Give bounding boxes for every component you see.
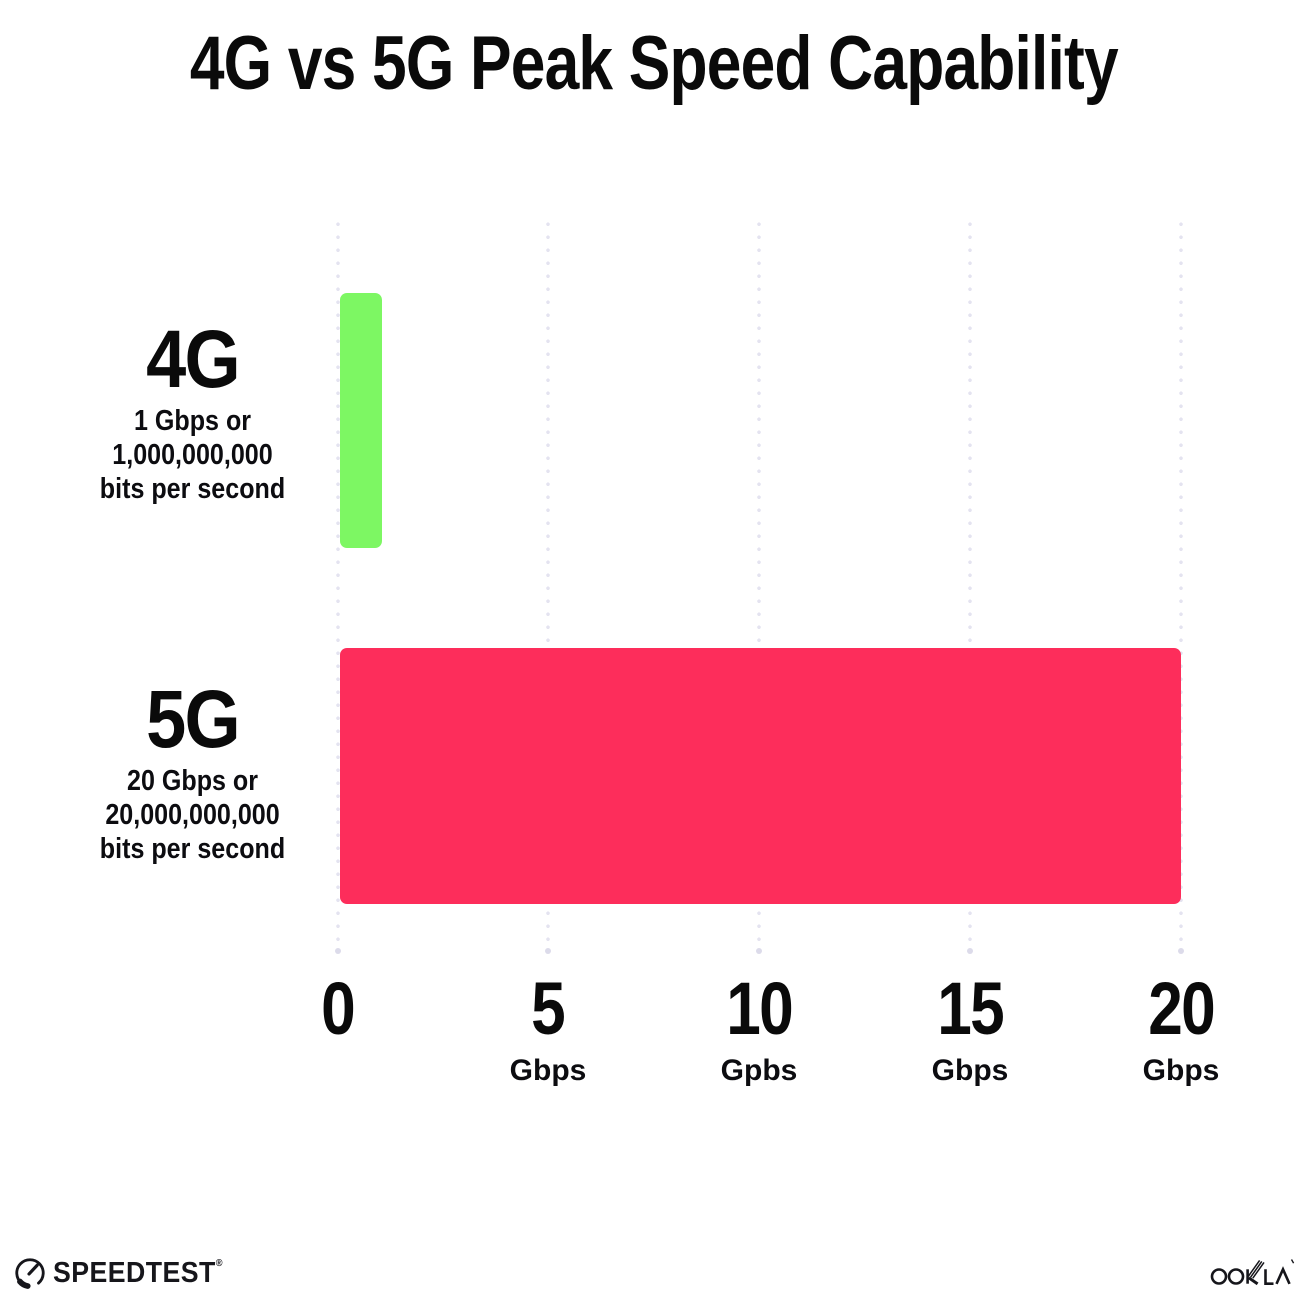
ookla-logo: OOKLA	[1210, 1256, 1296, 1293]
x-tick-5-number: 5	[531, 967, 567, 1050]
page-title: 4G vs 5G Peak Speed Capability	[0, 20, 1308, 107]
annotation-5g-line1: 20 Gbps or	[126, 765, 259, 797]
x-tick-0: 0	[178, 972, 498, 1055]
speedometer-gauge-icon	[15, 1258, 45, 1289]
ookla-wordmark-icon	[1210, 1259, 1295, 1286]
x-tick-15-unit: Gbps	[931, 1054, 1009, 1087]
annotation-4g-line2: 1,000,000,000	[112, 439, 273, 471]
x-tick-20-unit: Gbps	[1142, 1054, 1220, 1087]
category-label-4g: 4G	[146, 314, 241, 405]
bar-5g	[340, 648, 1181, 904]
x-tick-5: 5 Gbps	[388, 972, 708, 1087]
bar-4g	[340, 293, 383, 548]
row-label-4g: 4G 1 Gbps or 1,000,000,000 bits per seco…	[25, 316, 360, 506]
gridline-15	[967, 222, 973, 954]
x-tick-5-unit: Gbps	[509, 1054, 587, 1087]
x-tick-20-number: 20	[1148, 967, 1215, 1050]
x-tick-20: 20 Gbps	[1021, 972, 1308, 1087]
gridline-10	[756, 222, 762, 954]
x-tick-15: 15 Gbps	[810, 972, 1130, 1087]
speedtest-wordmark-text: SPEEDTEST	[53, 1256, 216, 1289]
annotation-4g-line1: 1 Gbps or	[133, 405, 252, 437]
annotation-5g-line2: 20,000,000,000	[105, 799, 280, 831]
category-label-5g: 5G	[146, 674, 241, 765]
gridline-0	[335, 222, 341, 954]
x-tick-0-number: 0	[321, 967, 357, 1050]
page-title-text: 4G vs 5G Peak Speed Capability	[190, 21, 1119, 106]
annotation-4g-line3: bits per second	[99, 473, 286, 505]
annotation-5g-line3: bits per second	[99, 833, 286, 865]
gridline-5	[545, 222, 551, 954]
registered-trademark-mark: ®	[215, 1257, 223, 1269]
speedtest-logo: SPEEDTEST®	[13, 1256, 237, 1290]
x-tick-10-number: 10	[726, 967, 793, 1050]
gridline-20	[1178, 222, 1184, 954]
speedtest-wordmark: SPEEDTEST®	[53, 1257, 223, 1290]
row-label-5g: 5G 20 Gbps or 20,000,000,000 bits per se…	[25, 676, 360, 866]
x-tick-10: 10 Gpbs	[599, 972, 919, 1087]
x-tick-10-unit: Gpbs	[720, 1054, 798, 1087]
x-tick-15-number: 15	[937, 967, 1004, 1050]
